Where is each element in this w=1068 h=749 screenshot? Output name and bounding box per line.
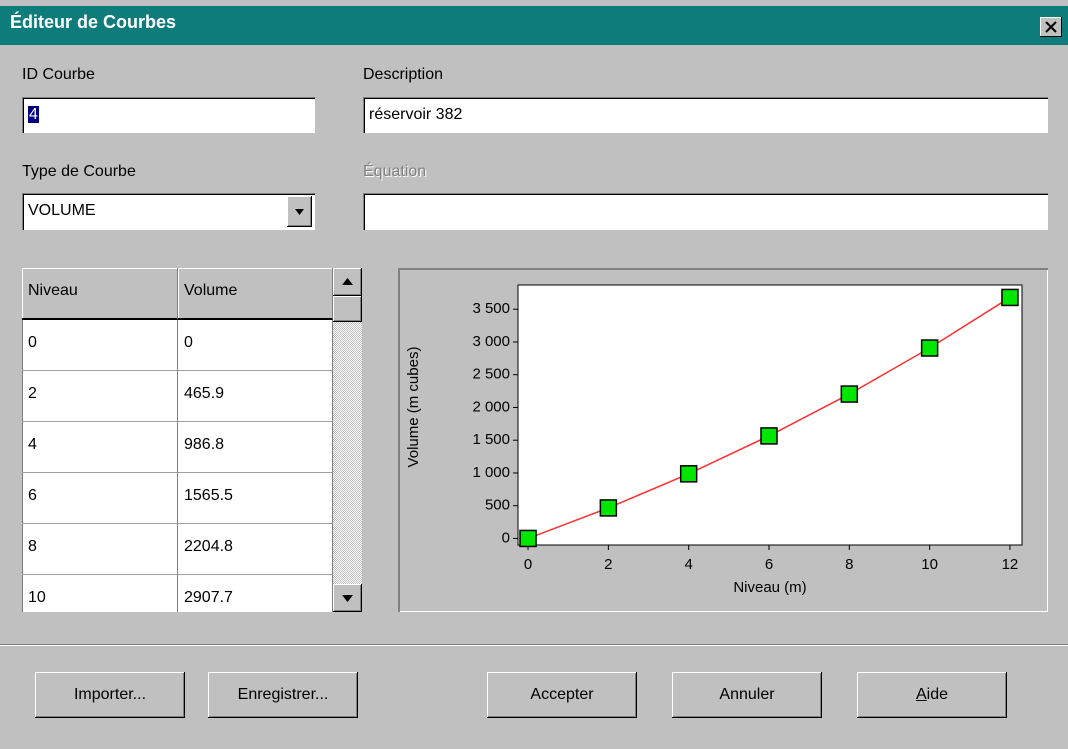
y-tick-label: 0 <box>502 529 510 546</box>
scrollbar[interactable] <box>333 268 362 612</box>
button[interactable]: Aide <box>857 672 1007 718</box>
column-header: Volume <box>178 268 333 320</box>
x-tick-label: 2 <box>604 556 612 573</box>
column-header: Niveau <box>22 268 178 320</box>
table-cell[interactable]: 1565.5 <box>178 473 333 524</box>
chart-panel: 0 500 1 000 1 500 2 000 2 500 3 000 3 500 0 2 4 6 8 1… <box>398 268 1048 612</box>
table-cell[interactable]: 2204.8 <box>178 524 333 575</box>
y-tick-label: 3 500 <box>472 300 510 317</box>
type-label: Type de Courbe <box>22 163 136 180</box>
table-cell[interactable]: 0 <box>178 320 333 371</box>
x-tick-label: 8 <box>845 556 853 573</box>
id-value: 4 <box>28 106 39 123</box>
y-tick-label: 1 500 <box>472 431 510 448</box>
x-tick-label: 0 <box>524 556 532 573</box>
y-tick-label: 2 500 <box>472 366 510 383</box>
dropdown-arrow[interactable] <box>287 196 312 227</box>
table-cell[interactable]: 8 <box>22 524 178 575</box>
data-point <box>679 465 698 483</box>
description-value: réservoir 382 <box>369 106 463 123</box>
description-label: Description <box>363 66 444 83</box>
table-cell[interactable]: 986.8 <box>178 422 333 473</box>
table-cell[interactable]: 4 <box>22 422 178 473</box>
data-point <box>920 339 939 357</box>
x-tick-label: 10 <box>921 556 938 573</box>
table-cell[interactable]: 6 <box>22 473 178 524</box>
scroll-thumb[interactable] <box>333 296 362 322</box>
table-cell[interactable]: 2 <box>22 371 178 422</box>
equation-input[interactable] <box>363 193 1048 230</box>
data-point <box>1001 288 1019 307</box>
button[interactable]: Importer... <box>35 672 185 718</box>
up-icon <box>342 278 353 285</box>
x-tick-label: 6 <box>765 556 773 573</box>
y-tick-label: 1 000 <box>472 464 510 481</box>
table-cell[interactable]: 0 <box>22 320 178 371</box>
separator <box>0 644 1068 646</box>
window-title: Éditeur de Courbes <box>10 12 177 32</box>
table-cell[interactable]: 10 <box>22 575 178 612</box>
table-cell[interactable]: 2907.7 <box>178 575 333 612</box>
arrow-icon <box>295 209 304 215</box>
button[interactable]: Accepter <box>487 672 637 718</box>
button[interactable]: Enregistrer... <box>208 672 358 718</box>
x-tick-label: 4 <box>685 556 693 573</box>
y-tick-label: 3 000 <box>472 333 510 350</box>
type-dropdown[interactable]: VOLUME <box>22 193 315 230</box>
plot-area <box>517 284 1023 546</box>
close-button[interactable] <box>1040 17 1062 37</box>
data-table[interactable]: Niveau Volume 0 0 2 465.9 4 986.8 6 1565.5 8 2204.8… <box>22 268 333 612</box>
data-point <box>760 427 778 445</box>
id-input[interactable]: 4 <box>22 97 315 133</box>
data-point <box>840 385 859 403</box>
data-point <box>599 499 618 517</box>
y-axis-title: Volume (m cubes) <box>405 347 422 468</box>
table-cell[interactable]: 465.9 <box>178 371 333 422</box>
x-axis-title: Niveau (m) <box>733 579 806 596</box>
data-point <box>519 529 537 548</box>
button[interactable]: Annuler <box>672 672 822 718</box>
chart: 0 500 1 000 1 500 2 000 2 500 3 000 3 500 0 2 4 6 8 1… <box>405 284 1023 596</box>
close-icon <box>1045 21 1057 33</box>
y-tick-label: 500 <box>485 497 510 514</box>
equation-label: Équation <box>363 163 427 180</box>
x-tick-label: 12 <box>1002 556 1019 573</box>
title-bar: Éditeur de Courbes <box>0 6 1068 45</box>
id-label: ID Courbe <box>22 66 95 83</box>
y-tick-label: 2 000 <box>472 398 510 415</box>
scroll-up[interactable] <box>333 268 362 296</box>
scroll-down[interactable] <box>333 584 362 612</box>
down-icon <box>342 595 353 602</box>
description-input[interactable]: réservoir 382 <box>363 97 1048 133</box>
type-value: VOLUME <box>28 202 96 219</box>
